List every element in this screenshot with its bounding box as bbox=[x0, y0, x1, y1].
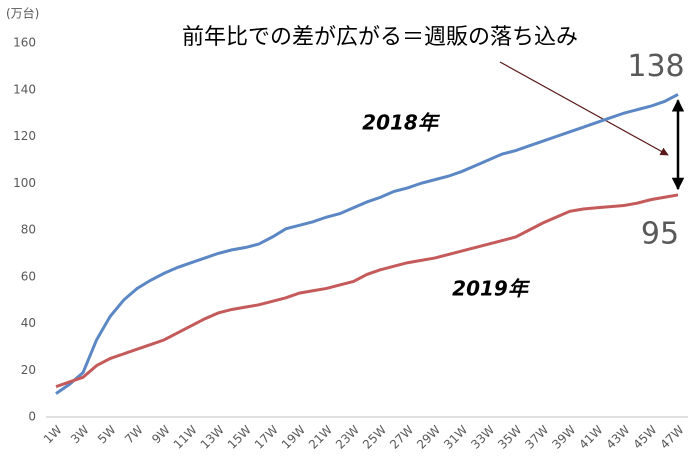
x-tick-label: 25W bbox=[360, 423, 389, 452]
x-tick-label: 17W bbox=[252, 423, 281, 452]
x-tick-label: 41W bbox=[576, 423, 605, 452]
x-tick-label: 19W bbox=[279, 423, 308, 452]
x-tick-label: 27W bbox=[387, 423, 416, 452]
x-tick-label: 5W bbox=[95, 423, 119, 447]
x-tick-label: 9W bbox=[149, 423, 173, 447]
end-value-label: 138 bbox=[627, 49, 684, 84]
series-label: 2019年 bbox=[452, 277, 531, 301]
x-tick-label: 23W bbox=[333, 423, 362, 452]
x-tick-label: 29W bbox=[414, 423, 443, 452]
line-series bbox=[55, 193, 679, 389]
y-tick-label: 0 bbox=[28, 410, 36, 424]
annotation-arrow bbox=[499, 61, 669, 156]
annotation: 前年比での差が広がる＝週販の落ち込み bbox=[182, 25, 578, 50]
x-tick-label: 13W bbox=[198, 423, 227, 452]
series-label: 2018年 bbox=[362, 111, 441, 135]
x-tick-label: 1W bbox=[41, 423, 65, 447]
y-tick-label: 100 bbox=[13, 176, 36, 190]
y-tick-label: 160 bbox=[13, 36, 36, 50]
x-tick-label: 37W bbox=[522, 423, 551, 452]
y-tick-label: 120 bbox=[13, 129, 36, 143]
y-tick-label: 140 bbox=[13, 82, 36, 96]
y-axis-label: (万台) bbox=[6, 6, 39, 21]
x-tick-label: 35W bbox=[495, 423, 524, 452]
x-tick-label: 45W bbox=[630, 423, 659, 452]
x-tick-label: 33W bbox=[468, 423, 497, 452]
y-tick-label: 60 bbox=[21, 269, 36, 283]
end-value-label: 95 bbox=[641, 216, 679, 251]
x-tick-label: 39W bbox=[549, 423, 578, 452]
y-tick-label: 40 bbox=[21, 316, 36, 330]
x-tick-label: 11W bbox=[171, 423, 200, 452]
y-tick-label: 80 bbox=[21, 223, 36, 237]
x-tick-label: 47W bbox=[658, 423, 687, 452]
x-tick-label: 7W bbox=[122, 423, 146, 447]
x-tick-label: 31W bbox=[441, 423, 470, 452]
x-tick-label: 21W bbox=[306, 423, 335, 452]
y-tick-label: 20 bbox=[21, 363, 36, 377]
x-tick-label: 3W bbox=[68, 423, 92, 447]
line-series bbox=[55, 93, 679, 395]
x-tick-label: 43W bbox=[603, 423, 632, 452]
x-tick-label: 15W bbox=[225, 423, 254, 452]
